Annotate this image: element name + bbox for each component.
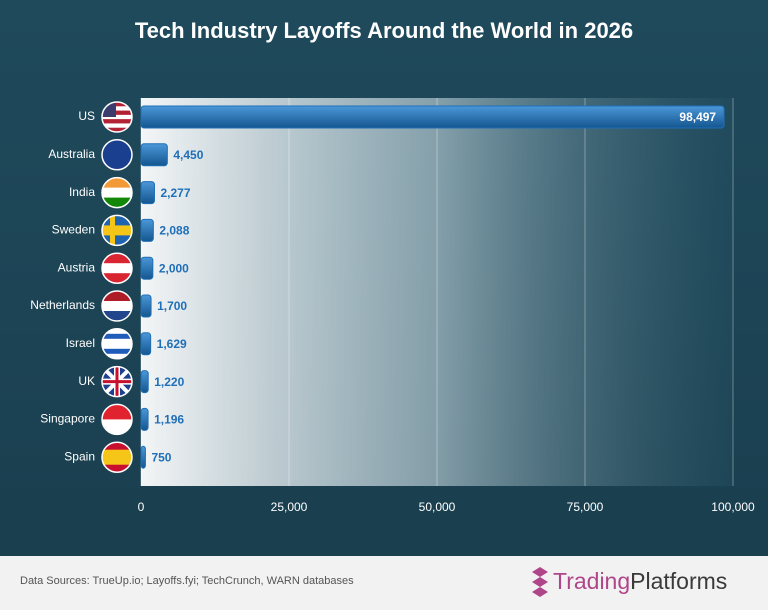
x-tick-label: 100,000 <box>711 500 755 514</box>
flag-border <box>101 139 133 171</box>
bar <box>140 218 154 242</box>
flag-stripe <box>102 343 132 350</box>
flag <box>102 215 132 246</box>
bar <box>140 105 725 129</box>
flag-stripe <box>102 353 132 359</box>
flag-border <box>101 290 133 322</box>
flag-border <box>101 214 133 247</box>
x-tick-label: 25,000 <box>271 500 308 514</box>
bar <box>140 445 146 469</box>
flag <box>102 139 132 170</box>
y-tick-label: Singapore <box>40 412 95 426</box>
flag-stripe <box>102 291 132 302</box>
flag <box>102 442 132 473</box>
flag-border <box>101 441 133 473</box>
data-label: 1,196 <box>154 413 184 427</box>
flag-stripe <box>102 442 132 451</box>
flag-stripe <box>102 253 132 264</box>
data-label: 750 <box>151 450 171 464</box>
flag-border <box>101 403 133 436</box>
flag-stripe <box>102 106 132 112</box>
bar <box>140 294 152 318</box>
flag-border <box>101 328 133 360</box>
flag <box>102 366 132 397</box>
y-tick-label: US <box>78 109 95 123</box>
bar <box>140 407 149 431</box>
flag-stripe <box>102 110 132 116</box>
data-label: 98,497 <box>679 110 716 124</box>
flag-stripe <box>102 301 132 312</box>
flag-stripe <box>102 139 132 170</box>
flag-stripe <box>102 328 132 335</box>
y-tick-label: UK <box>78 374 95 388</box>
flag-stripe <box>102 127 132 132</box>
flag-stripe <box>102 263 132 274</box>
flag-stripe <box>102 273 132 284</box>
flag-stripe <box>102 311 132 321</box>
flag <box>102 102 132 132</box>
bar <box>140 181 155 205</box>
flag-stripe <box>102 123 132 129</box>
flag-stripe <box>102 187 132 199</box>
flag-stripe <box>102 419 132 435</box>
y-tick-label: Austria <box>58 260 96 274</box>
flag-stripe <box>102 338 132 345</box>
data-label: 1,629 <box>157 337 187 351</box>
data-label: 1,220 <box>154 375 184 389</box>
y-tick-label: Spain <box>64 449 95 463</box>
flag-stripe <box>102 197 132 208</box>
flag <box>102 253 132 284</box>
y-tick-label: Australia <box>48 147 95 161</box>
flag <box>102 404 132 435</box>
y-tick-label: India <box>69 185 95 199</box>
source-note: Data Sources: TrueUp.io; Layoffs.fyi; Te… <box>20 575 354 587</box>
flag <box>102 177 132 208</box>
flag-stripe <box>102 449 132 458</box>
flag-stripe <box>102 348 132 355</box>
flag-stripe <box>102 119 132 124</box>
logo-part: Platforms <box>630 568 727 594</box>
flag-stripe <box>102 177 132 189</box>
bar <box>140 332 152 356</box>
flag-stripe <box>102 457 132 466</box>
y-tick-label: Israel <box>66 336 95 350</box>
bar <box>140 370 149 394</box>
chart-title: Tech Industry Layoffs Around the World i… <box>135 18 633 43</box>
flag-stripe <box>102 225 132 236</box>
data-label: 2,088 <box>159 224 189 238</box>
flag-border <box>101 365 133 398</box>
x-tick-label: 50,000 <box>419 500 456 514</box>
y-tick-label: Netherlands <box>30 298 95 312</box>
x-tick-label: 75,000 <box>567 500 604 514</box>
flag-stripe <box>102 114 132 120</box>
y-tick-label: Sweden <box>52 223 95 237</box>
flag-stripe <box>102 102 132 107</box>
flag-stripe <box>102 333 132 340</box>
flag-border <box>101 101 133 133</box>
flag <box>102 291 132 321</box>
x-tick-label: 0 <box>138 500 145 514</box>
flag-stripe <box>102 404 132 420</box>
plot-area <box>141 98 733 486</box>
logo-part: Trading <box>553 568 630 594</box>
flag-stripe <box>102 235 132 246</box>
flag-cross <box>110 215 115 246</box>
flag-cross <box>102 366 132 397</box>
bar <box>140 256 154 280</box>
flag-border <box>101 176 133 209</box>
footer-bar <box>0 556 768 610</box>
data-label: 4,450 <box>173 148 203 162</box>
logo-icon <box>532 567 548 597</box>
flag-border <box>101 252 133 284</box>
logo-text: TradingPlatforms <box>553 568 727 594</box>
flag-stripe <box>102 464 132 473</box>
flag-stripe <box>102 215 132 226</box>
data-label: 2,277 <box>160 186 190 200</box>
bar <box>140 143 168 167</box>
flag <box>102 328 132 359</box>
data-label: 1,700 <box>157 299 187 313</box>
logo: TradingPlatforms <box>532 567 727 597</box>
data-label: 2,000 <box>159 261 189 275</box>
